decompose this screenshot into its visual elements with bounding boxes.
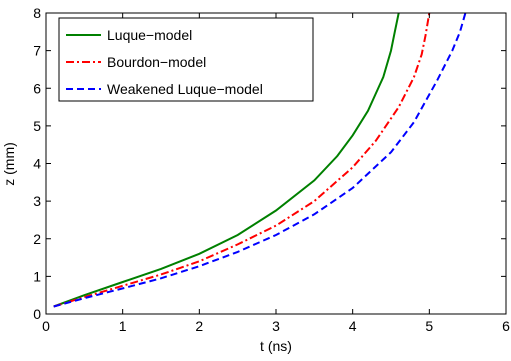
x-tick-label: 0 <box>42 318 50 334</box>
x-tick-label: 6 <box>502 318 510 334</box>
series-layer <box>53 12 467 308</box>
series-line-3 <box>53 12 467 308</box>
x-tick-label: 3 <box>272 318 280 334</box>
x-tick-label: 1 <box>119 318 127 334</box>
y-axis-label: z (mm) <box>1 142 17 186</box>
legend-label-1: Luque−model <box>107 27 192 43</box>
legend-label-3: Weakened Luque−model <box>107 81 263 97</box>
y-tick-label: 3 <box>33 193 41 209</box>
y-tick-label: 5 <box>33 118 41 134</box>
y-tick-label: 0 <box>33 306 41 322</box>
x-tick-label: 2 <box>195 318 203 334</box>
x-axis: 0 1 2 3 4 5 6 <box>42 13 510 334</box>
y-tick-label: 7 <box>33 43 41 59</box>
legend-box <box>58 17 314 102</box>
series-line-2 <box>53 12 431 308</box>
legend: Luque−model Bourdon−model Weakened Luque−m… <box>58 17 314 102</box>
x-tick-label: 5 <box>425 318 433 334</box>
y-axis: 0 1 2 3 4 5 6 7 8 <box>33 5 506 322</box>
series-line-1 <box>53 12 400 308</box>
y-tick-label: 6 <box>33 80 41 96</box>
y-tick-label: 2 <box>33 231 41 247</box>
x-axis-label: t (ns) <box>260 338 292 354</box>
y-tick-label: 1 <box>33 268 41 284</box>
y-tick-label: 4 <box>33 156 41 172</box>
x-tick-label: 4 <box>349 318 357 334</box>
legend-label-2: Bourdon−model <box>107 54 206 70</box>
y-tick-label: 8 <box>33 5 41 21</box>
